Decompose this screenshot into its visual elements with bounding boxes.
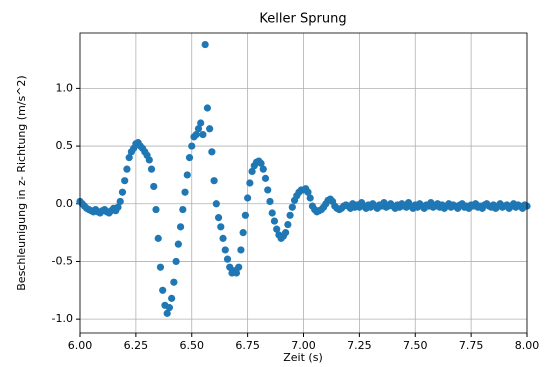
point [237, 246, 245, 254]
x-tick-label: 7.75 [459, 339, 484, 352]
point [246, 179, 254, 187]
point [244, 194, 252, 202]
point [183, 171, 191, 179]
x-tick-label: 6.25 [124, 339, 149, 352]
point [288, 203, 296, 211]
x-tick-label: 8.00 [515, 339, 540, 352]
y-tick-label: 1.0 [56, 81, 74, 94]
point [206, 125, 214, 133]
y-tick-label: 0.0 [56, 197, 74, 210]
point [259, 165, 267, 173]
point [163, 309, 171, 317]
point [214, 214, 223, 222]
point [181, 188, 189, 196]
point [266, 197, 274, 206]
x-tick-label: 7.25 [347, 339, 372, 352]
point [268, 209, 276, 217]
plot-frame [79, 32, 528, 334]
point [125, 154, 133, 162]
point [217, 223, 225, 231]
point [123, 165, 131, 173]
point [232, 269, 241, 277]
point [270, 217, 279, 225]
point [304, 188, 312, 196]
point [248, 167, 256, 176]
point [170, 278, 178, 286]
point [264, 186, 272, 194]
point [210, 177, 218, 185]
point [172, 257, 180, 266]
point [168, 294, 176, 302]
point [261, 174, 270, 182]
y-axis-label: Beschleunigung in z- Richtung (m/s^2) [15, 75, 28, 290]
point [257, 159, 265, 167]
point [150, 182, 158, 191]
point [114, 203, 122, 211]
y-tick-label: 0.5 [56, 139, 74, 152]
y-tick-label: -0.5 [52, 254, 73, 267]
point [306, 194, 314, 202]
x-tick-label: 7.00 [291, 339, 316, 352]
point [147, 165, 156, 173]
point [197, 119, 205, 127]
point [235, 263, 243, 271]
point [208, 148, 216, 156]
x-tick-label: 6.00 [68, 339, 93, 352]
point [145, 156, 153, 164]
x-axis-label: Zeit (s) [283, 351, 322, 364]
point [121, 177, 129, 185]
point [241, 211, 249, 219]
point [212, 200, 220, 208]
point [118, 188, 127, 196]
point [185, 154, 194, 162]
point [176, 223, 185, 231]
point [116, 197, 124, 206]
x-tick-label: 7.50 [403, 339, 428, 352]
point [159, 286, 167, 294]
point [156, 263, 165, 271]
point [219, 234, 227, 242]
x-tick-label: 6.75 [235, 339, 260, 352]
point [192, 130, 200, 139]
point [239, 229, 247, 237]
point [194, 125, 203, 133]
point [223, 255, 232, 263]
point [188, 142, 196, 150]
chart-title: Keller Sprung [259, 12, 346, 27]
point [174, 240, 182, 248]
point [203, 104, 211, 112]
point [284, 220, 292, 229]
point [273, 225, 281, 233]
x-tick-label: 6.50 [180, 339, 205, 352]
point [179, 205, 187, 214]
point [199, 130, 207, 139]
point [282, 229, 290, 237]
point [152, 205, 160, 214]
point [154, 234, 162, 242]
point [165, 304, 173, 312]
point [221, 246, 229, 254]
point [286, 211, 294, 219]
y-tick-label: -1.0 [52, 312, 73, 325]
point [201, 40, 209, 49]
